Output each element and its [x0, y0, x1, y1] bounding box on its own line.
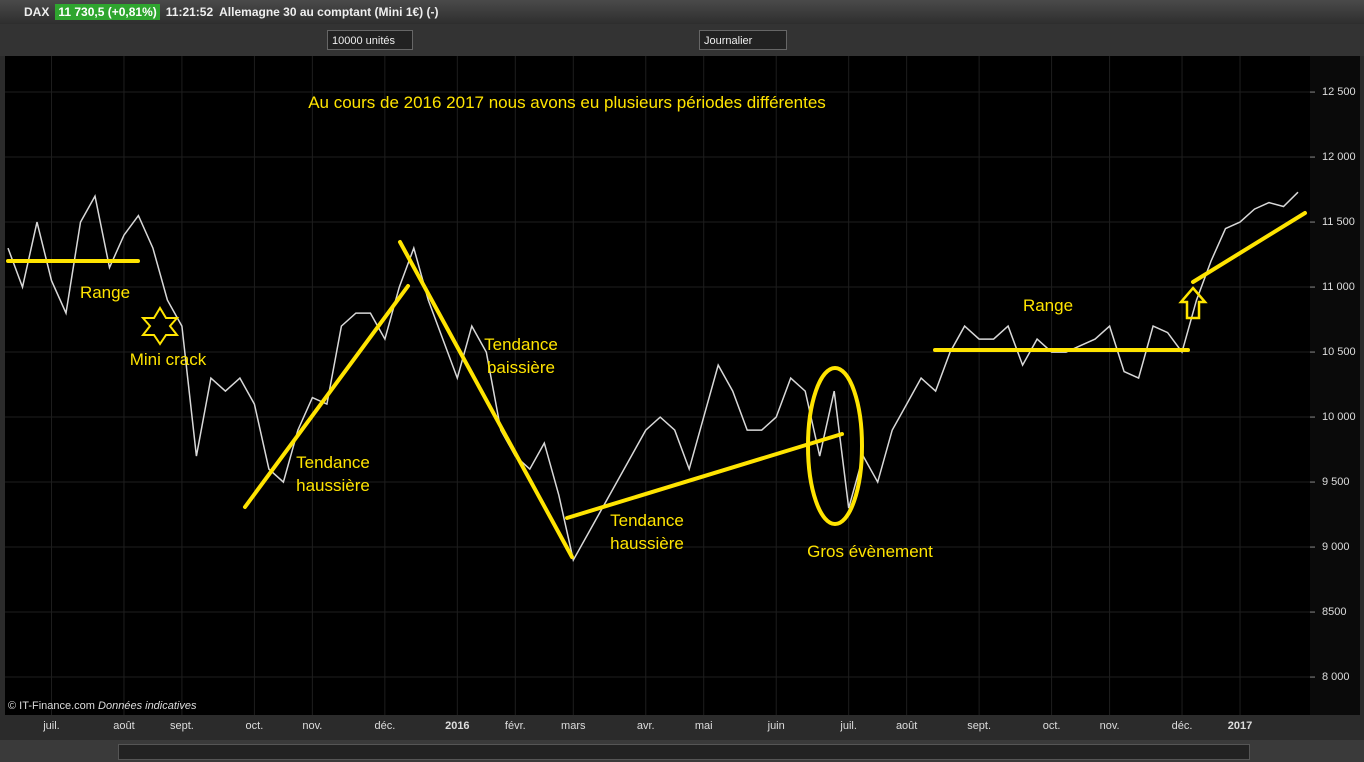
chart: 8 000 8500 9 000 9 500 10 000 10 500 11 000 11 … — [5, 56, 1360, 732]
annotation: Range — [1022, 296, 1074, 315]
toolbar: 10000 unités Journalier — [0, 24, 1364, 56]
price-line — [7, 191, 1299, 563]
annotation: Tendance haussière — [610, 511, 684, 553]
y-tick-label: 12 000 — [1322, 151, 1356, 163]
x-tick-label: juil. — [42, 720, 60, 732]
period-select[interactable]: Journalier — [699, 30, 787, 50]
star — [140, 306, 180, 346]
x-tick-label: févr. — [505, 720, 526, 732]
copyright: © IT-Finance.com — [8, 700, 95, 712]
note: Données indicatives — [98, 700, 197, 712]
annotation: Gros évènement — [807, 542, 933, 561]
y-tick-label: 10 500 — [1322, 346, 1356, 358]
plot-area — [5, 56, 1310, 715]
x-tick-label: 2016 — [445, 720, 469, 732]
y-tick-label: 10 000 — [1322, 411, 1356, 423]
x-tick-label: avr. — [637, 720, 655, 732]
x-tick-label: août — [896, 720, 917, 732]
annotation: Tendance haussière — [296, 453, 370, 495]
y-axis-area — [1310, 56, 1360, 715]
y-tick-label: 9 500 — [1322, 476, 1350, 488]
x-tick-label: mars — [561, 720, 586, 732]
status-bar — [0, 740, 1364, 762]
x-tick-label: sept. — [170, 720, 194, 732]
x-tick-label: déc. — [1172, 720, 1193, 732]
quote: 11 730,5 (+0,81%) — [55, 4, 160, 20]
scrollbar[interactable] — [118, 744, 1250, 760]
x-tick-label: nov. — [1100, 720, 1120, 732]
instrument: Allemagne 30 au comptant (Mini 1€) (-) — [219, 5, 439, 19]
x-tick-label: déc. — [374, 720, 395, 732]
annotation: Tendance baissière — [484, 335, 558, 377]
y-tick-label: 11 500 — [1322, 216, 1355, 228]
trend-line — [243, 284, 410, 509]
y-tick-label: 9 000 — [1322, 541, 1350, 553]
x-tick-label: août — [113, 720, 134, 732]
footer: © IT-Finance.com Données indicatives — [8, 700, 196, 712]
x-tick-label: juil. — [839, 720, 857, 732]
y-tick-label: 12 500 — [1322, 86, 1356, 98]
drawings — [6, 211, 1307, 559]
title-bar: DAX 11 730,5 (+0,81%) 11:21:52 Allemagne… — [0, 0, 1364, 24]
time: 11:21:52 — [165, 5, 214, 19]
trend-line — [565, 432, 844, 520]
quantity-select[interactable]: 10000 unités — [327, 30, 413, 50]
x-tick-label: mai — [695, 720, 713, 732]
y-tick-label: 8500 — [1322, 606, 1346, 618]
trend-line — [1191, 211, 1307, 284]
annotation: Au cours de 2016 2017 nous avons eu plus… — [308, 93, 826, 112]
y-tick-label: 8 000 — [1322, 671, 1350, 683]
x-tick-label: nov. — [302, 720, 322, 732]
symbol[interactable]: DAX — [24, 5, 50, 19]
annotation: Mini crack — [129, 350, 207, 369]
x-tick-label: oct. — [246, 720, 264, 732]
trend-line — [398, 240, 574, 559]
arrow — [1178, 286, 1208, 320]
x-tick-label: oct. — [1043, 720, 1061, 732]
x-tick-label: 2017 — [1228, 720, 1252, 732]
x-tick-label: sept. — [967, 720, 991, 732]
annotation: Range — [79, 283, 131, 302]
event-ellipse — [806, 366, 864, 526]
y-tick-label: 11 000 — [1322, 281, 1355, 293]
x-tick-label: juin — [767, 720, 785, 732]
